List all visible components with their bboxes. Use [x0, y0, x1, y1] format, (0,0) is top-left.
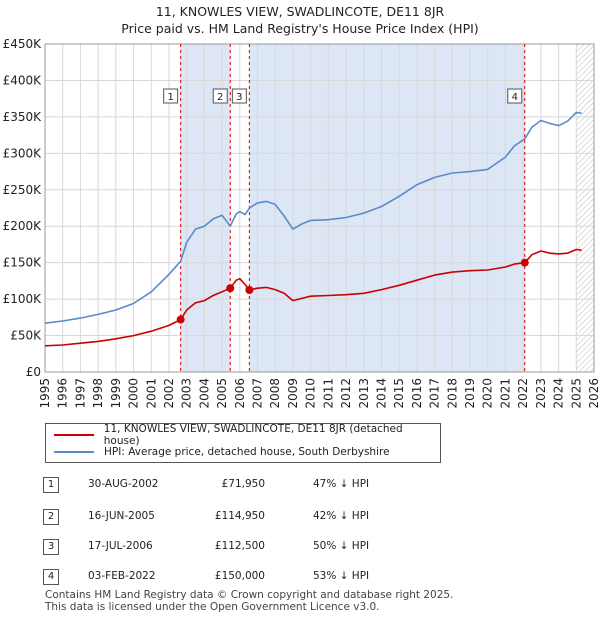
- x-tick-label: 2026: [587, 378, 600, 409]
- transaction-hpi-diff: 47% ↓ HPI: [313, 478, 370, 490]
- footer-copyright: Contains HM Land Registry data © Crown c…: [45, 589, 454, 601]
- x-tick-label: 1995: [38, 378, 52, 409]
- x-tick-label: 2021: [498, 378, 512, 409]
- chart-subtitle: Price paid vs. HM Land Registry's House …: [121, 21, 479, 36]
- table-row: 1 30-AUG-2002 £71,950 47% ↓ HPI: [0, 475, 600, 495]
- sale-point: [245, 286, 254, 294]
- x-tick-label: 2007: [251, 378, 265, 409]
- transaction-number: 1: [43, 477, 59, 493]
- y-tick-label: £150K: [3, 256, 43, 270]
- x-tick-label: 2024: [552, 378, 566, 409]
- transaction-price: £114,950: [214, 510, 265, 522]
- sale-point: [520, 258, 529, 267]
- table-row: 2 16-JUN-2005 £114,950 42% ↓ HPI: [0, 507, 600, 527]
- legend-swatch-property: [54, 434, 94, 436]
- plot-border: [44, 43, 595, 373]
- sale-point: [176, 315, 185, 324]
- x-tick-label: 2002: [162, 378, 176, 409]
- forecast-hatch: [576, 44, 594, 372]
- x-tick-label: 2015: [392, 378, 406, 409]
- legend-item-property: 11, KNOWLES VIEW, SWADLINCOTE, DE11 8JR …: [54, 423, 440, 447]
- x-tick-label: 2005: [215, 378, 229, 409]
- x-tick-label: 2008: [268, 378, 282, 409]
- transaction-number: 3: [43, 539, 59, 555]
- sale-point: [226, 284, 235, 293]
- sale-marker-label: 1: [167, 92, 173, 103]
- x-tick-label: 2023: [534, 378, 548, 409]
- x-tick-label: 2014: [374, 378, 388, 409]
- sale-marker-box: [212, 88, 228, 104]
- transaction-price: £150,000: [214, 570, 265, 582]
- y-tick-label: £250K: [3, 183, 43, 197]
- sale-marker-box: [163, 88, 179, 104]
- x-tick-label: 2004: [197, 378, 211, 409]
- x-tick-label: 2000: [127, 378, 141, 409]
- sale-marker-label: 4: [512, 92, 518, 103]
- transaction-date: 03-FEB-2022: [88, 570, 156, 582]
- price-chart: £0 £50K £100K £150K £200K £250K £300K £350K £400…: [3, 37, 600, 409]
- y-tick-label: £350K: [3, 110, 43, 124]
- x-tick-label: 1997: [73, 378, 87, 409]
- transaction-number: 2: [43, 509, 59, 525]
- chart-title-address: 11, KNOWLES VIEW, SWADLINCOTE, DE11 8JR: [155, 4, 445, 19]
- x-tick-label: 2011: [321, 378, 335, 409]
- x-tick-label: 2009: [286, 378, 300, 409]
- transaction-hpi-diff: 50% ↓ HPI: [313, 540, 370, 552]
- x-tick-label: 2018: [445, 378, 459, 409]
- x-tick-label: 2010: [304, 378, 318, 409]
- x-tick-label: 2019: [463, 378, 477, 409]
- y-tick-label: £300K: [3, 146, 43, 160]
- legend-item-hpi: HPI: Average price, detached house, Sout…: [54, 444, 390, 460]
- x-tick-label: 2025: [569, 378, 583, 409]
- y-tick-label: £0: [26, 365, 41, 379]
- hpi-line: [44, 111, 582, 324]
- sale-marker-box: [507, 88, 523, 104]
- y-tick-label: £100K: [3, 292, 43, 306]
- sale-marker-label: 3: [236, 92, 242, 103]
- legend-label-hpi: HPI: Average price, detached house, Sout…: [104, 446, 390, 458]
- transaction-number: 4: [43, 569, 59, 585]
- x-tick-label: 2016: [410, 378, 424, 409]
- x-tick-label: 2017: [428, 378, 442, 409]
- transaction-date: 16-JUN-2005: [88, 510, 155, 522]
- table-row: 4 03-FEB-2022 £150,000 53% ↓ HPI: [0, 567, 600, 587]
- y-tick-label: £400K: [3, 73, 43, 87]
- x-tick-label: 2013: [357, 378, 371, 409]
- shaded-range: [249, 44, 525, 372]
- y-tick-label: £450K: [3, 37, 43, 51]
- transaction-hpi-diff: 42% ↓ HPI: [313, 510, 370, 522]
- property-price-line: [44, 248, 582, 347]
- x-tick-label: 1999: [109, 378, 123, 409]
- y-tick-label: £50K: [10, 329, 42, 343]
- sale-marker-box: [231, 88, 247, 104]
- x-tick-label: 2003: [180, 378, 194, 409]
- x-tick-label: 2020: [481, 378, 495, 409]
- x-tick-label: 1998: [91, 378, 105, 409]
- table-row: 3 17-JUL-2006 £112,500 50% ↓ HPI: [0, 537, 600, 557]
- x-tick-label: 2022: [516, 378, 530, 409]
- sale-marker-label: 2: [217, 92, 223, 103]
- transaction-date: 30-AUG-2002: [88, 478, 159, 490]
- footer-license: This data is licensed under the Open Gov…: [45, 601, 380, 613]
- x-tick-label: 2001: [144, 378, 158, 409]
- legend-swatch-hpi: [54, 451, 94, 453]
- transaction-date: 17-JUL-2006: [88, 540, 153, 552]
- transaction-price: £71,950: [221, 478, 265, 490]
- legend: 11, KNOWLES VIEW, SWADLINCOTE, DE11 8JR …: [45, 423, 441, 463]
- legend-label-property: 11, KNOWLES VIEW, SWADLINCOTE, DE11 8JR …: [103, 423, 403, 447]
- x-tick-label: 1996: [56, 378, 70, 409]
- x-tick-label: 2006: [233, 378, 247, 409]
- transaction-hpi-diff: 53% ↓ HPI: [313, 570, 370, 582]
- transaction-price: £112,500: [214, 540, 265, 552]
- x-tick-label: 2012: [339, 378, 353, 409]
- y-tick-label: £200K: [3, 219, 43, 233]
